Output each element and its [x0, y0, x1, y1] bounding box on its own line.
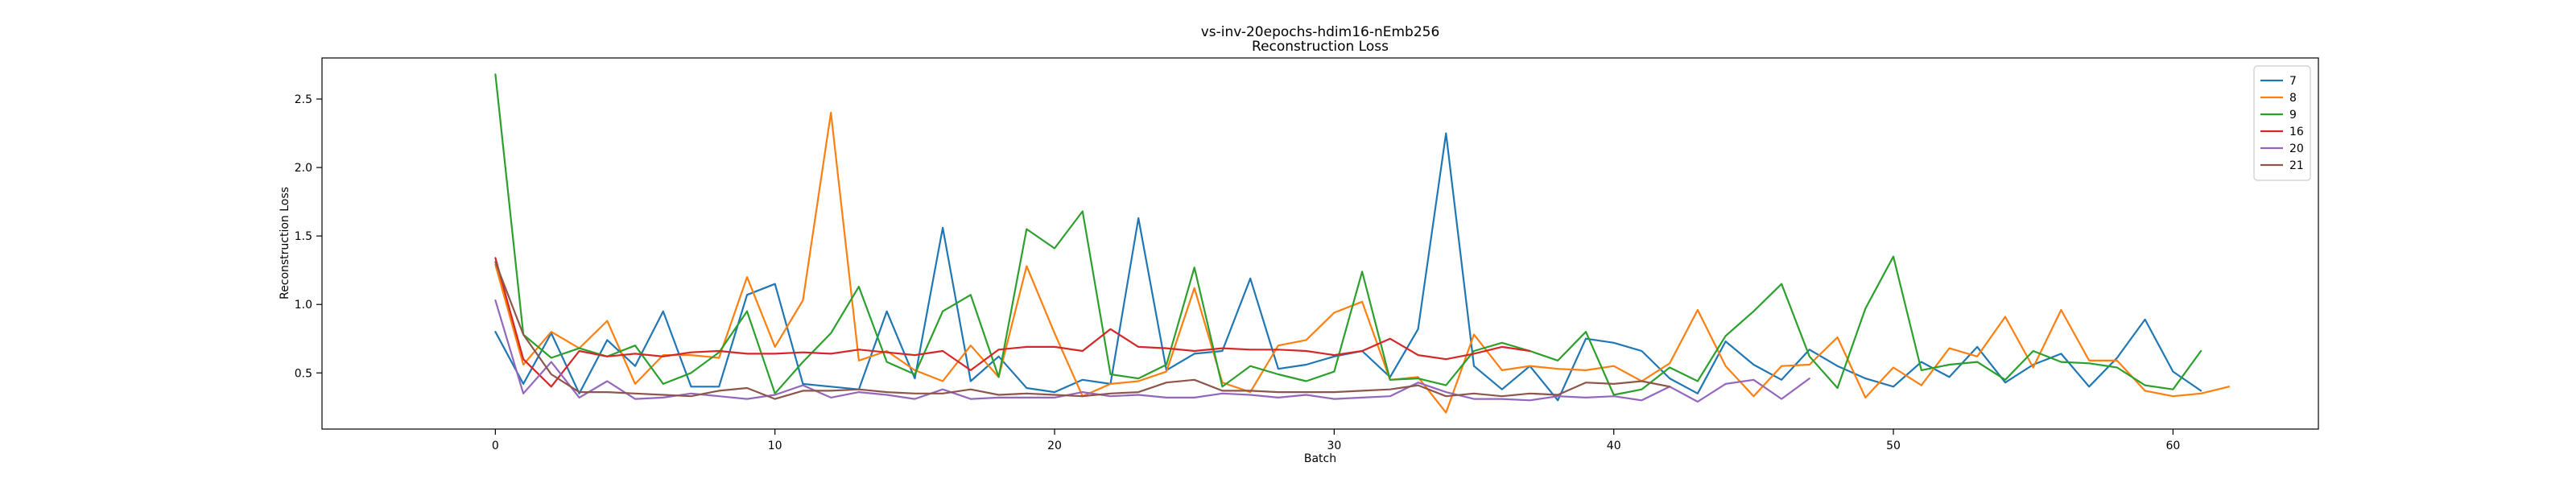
- series-line-16: [494, 257, 1531, 388]
- legend-label-16: 16: [2289, 126, 2304, 138]
- series-line-21: [494, 261, 1671, 400]
- x-tick-label: 0: [492, 440, 499, 452]
- legend-label-9: 9: [2289, 109, 2297, 122]
- axis-ticks: 0 10 20 30 40 50 60 0.5 1.0 1.5 2.0 2.5: [295, 93, 2181, 452]
- y-tick-label: 2.5: [295, 93, 312, 106]
- legend-box: [2253, 65, 2311, 181]
- chart-subtitle: Reconstruction Loss: [1252, 39, 1389, 55]
- legend-label-20: 20: [2289, 142, 2304, 155]
- series-lines: [494, 73, 2230, 414]
- x-tick-label: 30: [1327, 440, 1341, 452]
- x-axis-label: Batch: [1304, 452, 1336, 465]
- y-tick-label: 1.5: [295, 230, 312, 243]
- y-tick-label: 0.5: [295, 367, 312, 380]
- series-line-20: [494, 299, 1810, 403]
- y-tick-label: 1.0: [295, 299, 312, 312]
- legend-label-8: 8: [2289, 92, 2297, 105]
- x-tick-label: 20: [1047, 440, 1062, 452]
- legend: 7 8 9 16 20 21: [2253, 65, 2311, 181]
- series-line-8: [494, 111, 2230, 414]
- y-tick-label: 2.0: [295, 162, 312, 175]
- y-axis-label: Reconstruction Loss: [279, 187, 291, 299]
- series-line-7: [494, 132, 2202, 402]
- legend-label-7: 7: [2289, 75, 2297, 88]
- axes-frame: [321, 57, 2319, 430]
- legend-label-21: 21: [2289, 159, 2304, 172]
- x-tick-label: 60: [2165, 440, 2180, 452]
- x-tick-label: 40: [1607, 440, 1621, 452]
- chart-title: vs-inv-20epochs-hdim16-nEmb256: [1201, 24, 1440, 40]
- x-tick-label: 50: [1886, 440, 1901, 452]
- series-line-9: [494, 73, 2202, 396]
- x-tick-label: 10: [768, 440, 782, 452]
